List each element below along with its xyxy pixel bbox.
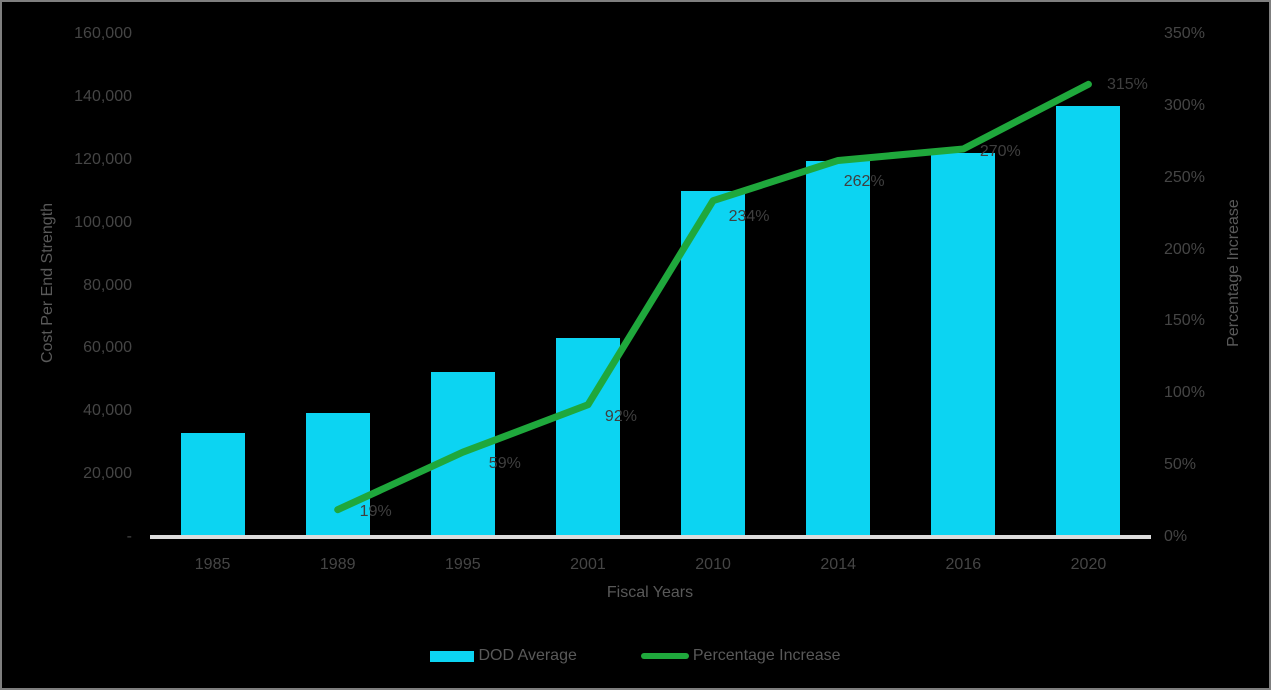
y-left-tick-label: 160,000 [74, 25, 132, 42]
x-tick-label: 2001 [570, 556, 606, 573]
y-right-tick-label: 300% [1164, 96, 1205, 114]
y-left-tick-label: 120,000 [74, 150, 132, 168]
x-tick-label: 2020 [1070, 556, 1107, 573]
bar-2020 [1056, 106, 1121, 537]
x-tick-label: 2010 [695, 556, 731, 573]
x-tick-label: 1985 [194, 556, 231, 573]
y-left-tick-label: 80,000 [83, 276, 132, 294]
y-right-tick-label: 100% [1164, 384, 1205, 402]
bar-2001 [555, 337, 620, 537]
legend-item-dod-average: DOD Average [430, 647, 577, 665]
x-axis-line [150, 535, 1151, 539]
y-right-tick-label: 350% [1164, 25, 1205, 42]
legend-label: Percentage Increase [692, 647, 841, 664]
y-right-tick-label: 0% [1164, 528, 1188, 545]
legend-label: DOD Average [478, 647, 577, 664]
data-label-2001: 92% [604, 407, 637, 425]
bar-1995 [430, 371, 495, 537]
data-label-1995: 59% [488, 455, 521, 473]
data-label-2016: 270% [979, 142, 1021, 160]
x-tick-label: 1989 [319, 556, 356, 573]
data-label-1989: 19% [359, 502, 392, 520]
bar-1985 [180, 433, 245, 537]
y-left-tick-label: 60,000 [83, 339, 132, 357]
data-label-2014: 262% [843, 173, 885, 191]
y-left-tick-label: 100,000 [74, 213, 132, 231]
y-left-tick-label: 40,000 [83, 402, 132, 420]
y-right-tick-label: 150% [1164, 312, 1205, 330]
bar-2016 [931, 153, 996, 537]
y-right-tick-label: 200% [1164, 240, 1205, 258]
legend: DOD Average Percentage Increase [2, 647, 1269, 665]
y-left-tick-label: - [126, 528, 132, 545]
y-left-tick-label: 20,000 [83, 465, 132, 483]
x-tick-label: 1995 [445, 556, 481, 573]
x-axis-title: Fiscal Years [606, 584, 694, 601]
line-swatch-icon [640, 653, 689, 659]
legend-item-percentage-increase: Percentage Increase [640, 647, 841, 665]
bar-swatch-icon [430, 650, 475, 662]
data-label-2010: 234% [728, 207, 770, 225]
data-label-2020: 315% [1106, 76, 1148, 94]
y-right-tick-label: 250% [1164, 168, 1205, 186]
right-axis-title: Percentage Increase [1225, 199, 1242, 347]
bar-2010 [681, 190, 746, 537]
x-tick-label: 2016 [945, 556, 982, 573]
y-right-tick-label: 50% [1164, 456, 1197, 474]
bar-2014 [806, 161, 871, 537]
y-left-tick-label: 140,000 [74, 87, 132, 105]
x-tick-label: 2014 [820, 556, 856, 573]
